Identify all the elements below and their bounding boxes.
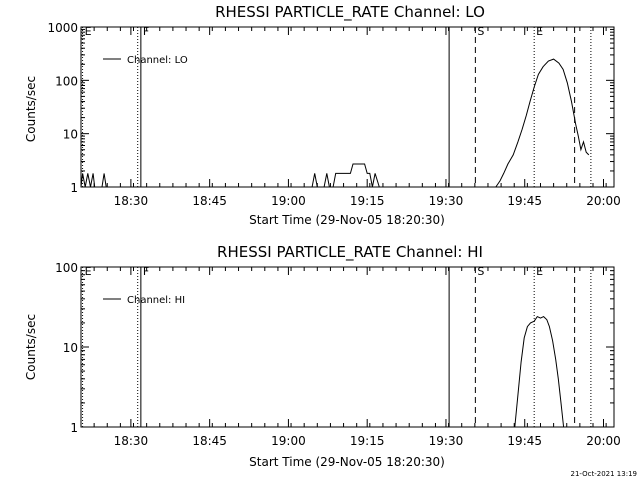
data-line-hi — [514, 315, 565, 428]
legend-lo: Channel: LO — [103, 55, 188, 66]
plot-marks: 1 10 100 1000 18:30 18:45 19:00 19:15 19:30 19:45… — [47, 21, 620, 448]
y-tick-label-lo: 10 — [63, 128, 78, 142]
y-tick-label-lo: 1000 — [47, 21, 78, 35]
event-marker-label-lo: F — [143, 25, 149, 38]
x-tick-label-lo: 20:00 — [586, 194, 621, 208]
y-tick-label-hi: 100 — [55, 261, 78, 275]
legend-label-hi: Channel: HI — [127, 295, 185, 306]
y-tick-label-hi: 10 — [63, 341, 78, 355]
data-line-lo — [80, 173, 107, 188]
x-tick-label-hi: 19:45 — [507, 434, 542, 448]
x-tick-label-lo: 19:45 — [507, 194, 542, 208]
event-marker-label-lo: S — [477, 25, 484, 38]
event-marker-label-lo: E — [536, 25, 543, 38]
x-tick-label-hi: 20:00 — [586, 434, 621, 448]
x-tick-label-lo: 19:00 — [271, 194, 306, 208]
y-tick-label-hi: 1 — [70, 421, 78, 435]
legend-hi: Channel: HI — [103, 295, 185, 306]
event-marker-label-hi: S — [477, 265, 484, 278]
x-tick-label-hi: 18:30 — [114, 434, 149, 448]
plot-frame-lo — [80, 26, 615, 188]
y-tick-label-lo: 1 — [70, 181, 78, 195]
x-tick-label-lo: 18:30 — [114, 194, 149, 208]
x-tick-label-hi: 19:30 — [429, 434, 464, 448]
x-axis-label-lo: Start Time (29-Nov-05 18:20:30) — [249, 213, 445, 227]
x-tick-label-hi: 19:15 — [350, 434, 385, 448]
x-axis-label-hi: Start Time (29-Nov-05 18:20:30) — [249, 455, 445, 469]
data-line-lo — [495, 58, 590, 188]
event-marker-label-hi: E — [536, 265, 543, 278]
x-tick-label-hi: 19:00 — [271, 434, 306, 448]
data-line-lo — [311, 163, 380, 188]
x-tick-label-lo: 19:15 — [350, 194, 385, 208]
timestamp: 21-Oct-2021 13:19 — [571, 470, 637, 478]
event-marker-label-lo: E — [85, 25, 92, 38]
chart-title-hi: RHESSI PARTICLE_RATE Channel: HI — [217, 243, 483, 262]
y-axis-label-hi: Counts/sec — [24, 314, 38, 380]
event-marker-label-hi: F — [143, 265, 149, 278]
x-tick-label-hi: 18:45 — [192, 434, 227, 448]
legend-label-lo: Channel: LO — [127, 55, 188, 66]
x-tick-label-lo: 19:30 — [429, 194, 464, 208]
x-tick-label-lo: 18:45 — [192, 194, 227, 208]
chart-title-lo: RHESSI PARTICLE_RATE Channel: LO — [215, 3, 485, 22]
y-axis-label-lo: Counts/sec — [24, 76, 38, 142]
event-marker-label-hi: E — [85, 265, 92, 278]
y-tick-label-lo: 100 — [55, 74, 78, 88]
